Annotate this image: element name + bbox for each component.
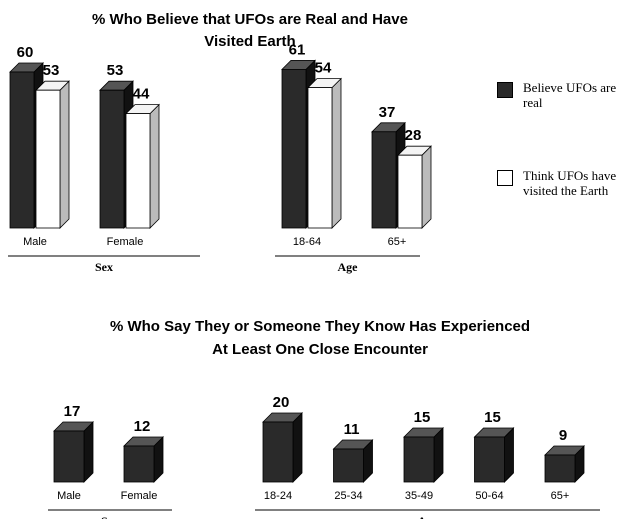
x-tick-label: Female [121,490,158,502]
value-label: 37 [379,104,396,121]
x-tick-label: Male [57,490,81,502]
bar [35,89,61,229]
bar [262,421,294,483]
value-label: 61 [289,41,306,58]
legend-label: Believe UFOs are real [523,80,617,110]
legend-swatch [497,82,513,98]
bar [371,131,397,229]
bar [333,448,364,483]
x-tick-label: 35-49 [405,490,433,502]
value-label: 44 [133,86,150,103]
bar [99,89,125,229]
bar-side [421,145,432,229]
bar-side [331,77,342,229]
bar-side [59,80,70,229]
bar [9,71,35,229]
group-label: Sex [101,514,119,519]
bar [474,436,505,483]
value-label: 20 [273,394,290,411]
x-tick-label: 65+ [388,236,407,248]
chart-title: Visited Earth [204,33,295,50]
value-label: 15 [484,409,501,426]
x-tick-label: Female [107,236,144,248]
chart-title: % Who Believe that UFOs are Real and Hav… [92,11,408,28]
group-label: Age [418,514,439,519]
x-tick-label: Male [23,236,47,248]
value-label: 12 [134,418,151,435]
x-tick-label: 50-64 [475,490,503,502]
legend-label: Think UFOs have visited the Earth [523,168,617,198]
bar [544,454,576,483]
value-label: 53 [107,62,124,79]
value-label: 11 [344,421,360,438]
bar [307,87,333,229]
group-label: Sex [95,260,113,274]
bar [53,430,85,483]
value-label: 53 [43,62,60,79]
group-label: Age [338,260,359,274]
x-tick-label: 18-24 [264,490,292,502]
bar [397,154,423,229]
value-label: 17 [64,403,81,420]
value-label: 15 [414,409,431,426]
value-label: 54 [315,60,332,77]
bar-side [149,103,160,229]
chart-title: % Who Say They or Someone They Know Has … [110,318,530,335]
x-tick-label: 25-34 [334,490,362,502]
bar [403,436,435,483]
bar-side [83,421,94,483]
bar [281,69,307,229]
legend-swatch [497,170,513,186]
bar [123,445,155,483]
chart-title: At Least One Close Encounter [212,341,428,358]
bar-side [292,412,303,483]
value-label: 28 [405,127,422,144]
x-tick-label: 65+ [551,490,570,502]
x-tick-label: 18-64 [293,236,321,248]
bar [125,113,151,229]
value-label: 60 [17,44,34,61]
value-label: 9 [559,427,567,444]
